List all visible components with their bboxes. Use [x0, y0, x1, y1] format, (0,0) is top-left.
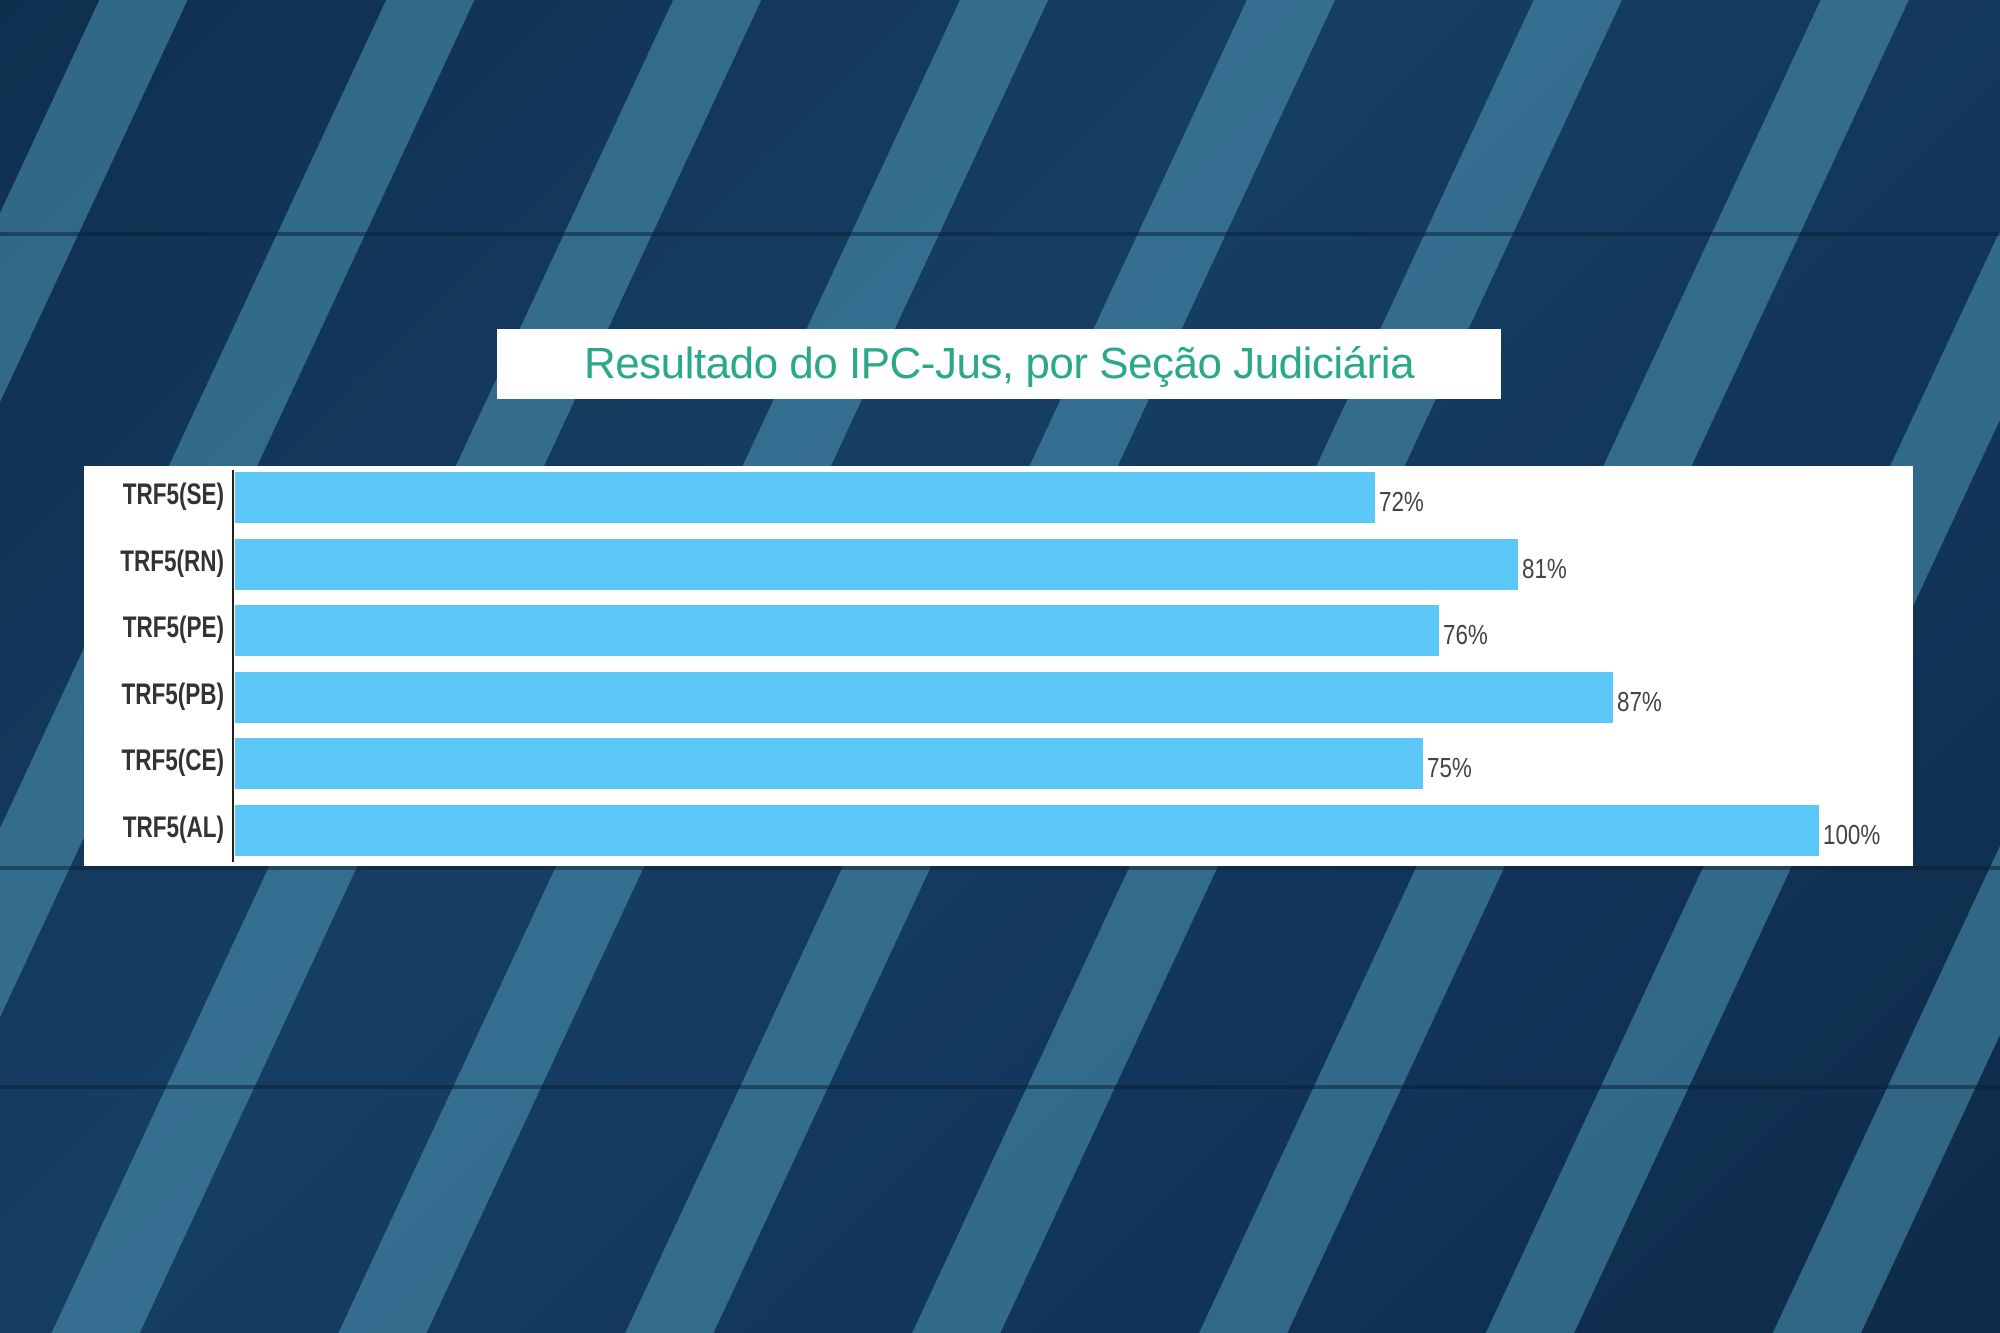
bar-trf5ce	[235, 738, 1423, 789]
data-label: 76%	[1442, 619, 1488, 650]
bar-trf5al	[235, 804, 1819, 856]
background-divider	[0, 1085, 2000, 1089]
category-label: TRF5(AL)	[122, 810, 224, 844]
data-label: 72%	[1379, 486, 1425, 517]
chart-title-box: Resultado do IPC-Jus, por Seção Judiciár…	[497, 329, 1501, 399]
category-label: TRF5(PB)	[121, 677, 224, 711]
bar-chart: TRF5(SE) 72% TRF5(RN) 81% TRF5(PE) 76% TRF5(PB…	[84, 466, 1913, 866]
data-label: 100%	[1823, 818, 1881, 850]
bar-trf5pb	[235, 671, 1614, 723]
bar-trf5pe	[235, 605, 1439, 656]
bar-trf5se	[235, 472, 1376, 523]
category-label: TRF5(RN)	[120, 544, 224, 578]
category-label: TRF5(PE)	[122, 611, 224, 644]
category-label: TRF5(SE)	[122, 478, 224, 511]
category-label: TRF5(CE)	[121, 744, 224, 777]
data-label: 75%	[1427, 752, 1472, 783]
chart-title: Resultado do IPC-Jus, por Seção Judiciár…	[583, 339, 1415, 388]
data-label: 81%	[1522, 552, 1567, 584]
y-axis-line	[232, 470, 234, 862]
background-divider	[0, 866, 2000, 870]
bar-trf5rn	[235, 538, 1519, 590]
data-label: 87%	[1617, 685, 1662, 717]
background-divider	[0, 232, 2000, 236]
